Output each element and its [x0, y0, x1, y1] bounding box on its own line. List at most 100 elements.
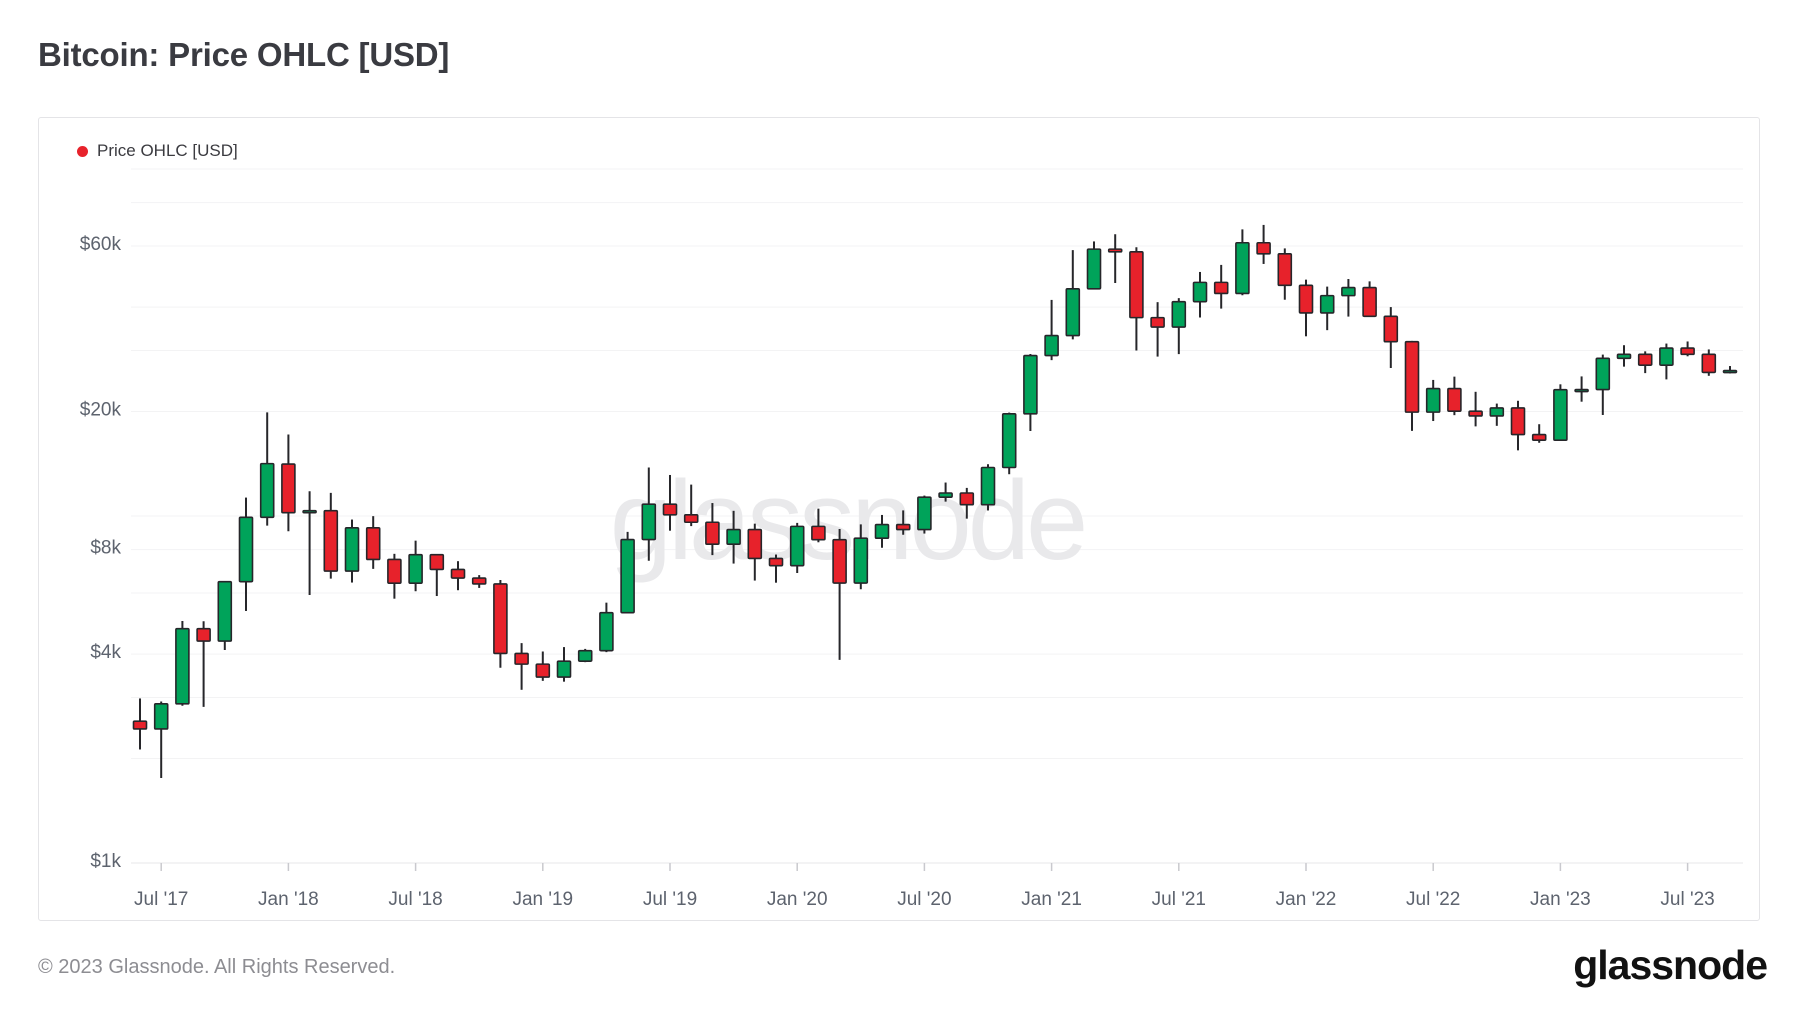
candle[interactable] — [259, 412, 275, 526]
candle[interactable] — [959, 487, 975, 519]
candle[interactable] — [1637, 351, 1653, 374]
candle[interactable] — [620, 531, 635, 614]
candle-body-down — [281, 463, 296, 514]
candle-body-up — [1044, 334, 1059, 357]
candle-body-down — [1404, 340, 1420, 413]
candle[interactable] — [599, 602, 614, 653]
candle[interactable] — [662, 474, 678, 531]
candle[interactable] — [1192, 271, 1208, 318]
candle[interactable] — [1107, 234, 1123, 284]
candle-body-up — [938, 492, 953, 498]
candle[interactable] — [1171, 298, 1187, 355]
candle-body-up — [217, 580, 233, 642]
candle[interactable] — [1341, 279, 1356, 317]
candle[interactable] — [874, 514, 890, 548]
candle-body-up — [1235, 241, 1250, 295]
candle[interactable] — [1044, 299, 1059, 361]
candle[interactable] — [832, 529, 847, 660]
candle[interactable] — [1277, 248, 1293, 300]
candle[interactable] — [641, 467, 657, 561]
candle[interactable] — [365, 516, 381, 569]
candle[interactable] — [1595, 354, 1611, 415]
candle[interactable] — [1425, 379, 1441, 422]
candle[interactable] — [1086, 241, 1102, 290]
candle[interactable] — [387, 553, 402, 599]
candle[interactable] — [132, 698, 148, 750]
candle[interactable] — [747, 523, 763, 581]
candle-body-down — [1362, 286, 1377, 318]
candle-body-up — [175, 627, 190, 705]
candle[interactable] — [1362, 281, 1377, 318]
candle[interactable] — [471, 575, 487, 588]
candle[interactable] — [1659, 343, 1674, 380]
candle[interactable] — [217, 580, 233, 650]
candle[interactable] — [1213, 264, 1229, 309]
candle[interactable] — [1001, 412, 1017, 475]
candle[interactable] — [1129, 247, 1144, 351]
candle[interactable] — [450, 561, 466, 591]
candle[interactable] — [175, 621, 190, 706]
candle[interactable] — [1150, 302, 1165, 357]
candle-body-down — [1531, 433, 1547, 441]
candle[interactable] — [302, 491, 317, 596]
candle[interactable] — [514, 643, 529, 690]
legend-label: Price OHLC [USD] — [97, 141, 238, 160]
candle[interactable] — [1553, 384, 1568, 441]
candle[interactable] — [281, 434, 296, 532]
glassnode-logo: glassnode — [1573, 942, 1768, 988]
candle[interactable] — [917, 495, 932, 534]
candle[interactable] — [1574, 376, 1589, 402]
candle[interactable] — [1489, 403, 1505, 426]
candle[interactable] — [556, 647, 572, 682]
candle[interactable] — [1298, 279, 1314, 337]
candle-body-up — [556, 660, 572, 678]
candle[interactable] — [1468, 391, 1483, 427]
candle[interactable] — [1383, 307, 1399, 369]
candle[interactable] — [493, 579, 508, 668]
candle[interactable] — [1510, 400, 1526, 451]
candle-body-up — [1341, 286, 1356, 297]
candlestick-chart[interactable]: $1k $4k $8k $20k $60k glassnode Jul '17 Jan '18… — [39, 118, 1761, 922]
candle[interactable] — [1680, 341, 1695, 357]
candle[interactable] — [768, 554, 784, 583]
candle[interactable] — [429, 553, 445, 597]
candle[interactable] — [153, 701, 169, 778]
candle[interactable] — [1404, 340, 1420, 431]
candle[interactable] — [726, 510, 741, 564]
candle[interactable] — [196, 621, 211, 707]
candle-body-up — [1065, 287, 1081, 337]
candle[interactable] — [1531, 424, 1547, 443]
candle[interactable] — [811, 508, 826, 543]
candle-body-up — [259, 462, 275, 519]
candle[interactable] — [323, 492, 339, 579]
candle[interactable] — [577, 648, 593, 663]
candle[interactable] — [344, 519, 360, 583]
candle[interactable] — [895, 510, 911, 535]
candle[interactable] — [535, 651, 551, 681]
candle[interactable] — [1447, 376, 1462, 416]
candle-body-down — [1277, 253, 1293, 287]
candle-body-down — [1680, 347, 1695, 356]
candle[interactable] — [1722, 366, 1738, 374]
candle[interactable] — [980, 464, 996, 511]
candle[interactable] — [938, 482, 953, 502]
candle[interactable] — [789, 522, 805, 574]
candle-body-up — [789, 525, 805, 567]
candle[interactable] — [1235, 229, 1250, 296]
candle[interactable] — [1023, 353, 1038, 432]
candle[interactable] — [238, 497, 254, 611]
candle[interactable] — [1319, 286, 1335, 331]
chart-legend[interactable]: Price OHLC [USD] — [77, 141, 238, 161]
candle[interactable] — [1065, 250, 1081, 340]
candle[interactable] — [408, 540, 423, 592]
candle[interactable] — [1256, 224, 1271, 264]
candle-body-down — [768, 557, 784, 567]
candle[interactable] — [705, 503, 720, 556]
candle[interactable] — [683, 484, 699, 527]
x-axis-label: Jan '19 — [512, 889, 573, 910]
x-axis-label: Jan '23 — [1530, 889, 1591, 910]
candle[interactable] — [1616, 345, 1632, 367]
candle-body-down — [747, 528, 763, 560]
candle[interactable] — [1701, 349, 1717, 376]
candle[interactable] — [853, 524, 869, 590]
